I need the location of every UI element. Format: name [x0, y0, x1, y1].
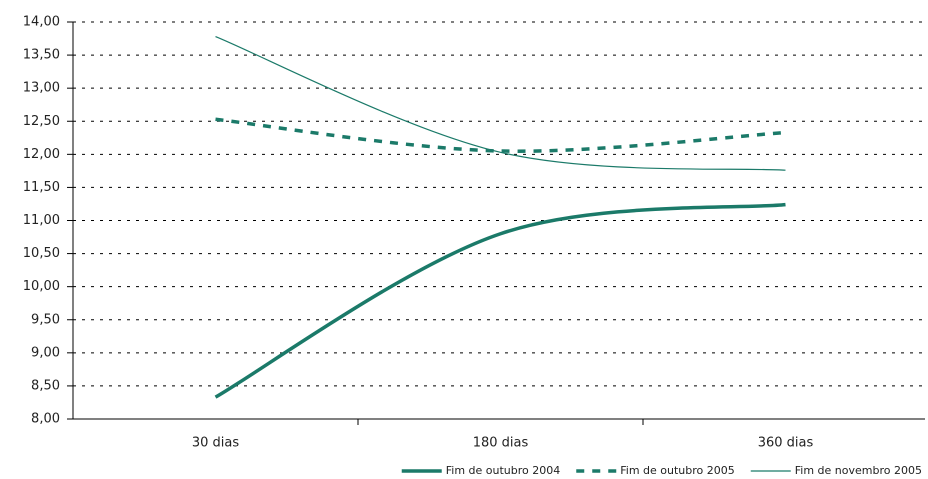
y-tick-label: 9,50	[31, 312, 60, 327]
y-tick-label: 11,00	[23, 213, 60, 228]
y-tick-label: 10,50	[23, 246, 60, 261]
y-tick-label: 12,50	[23, 114, 60, 129]
series-line	[215, 117, 786, 153]
y-tick-label: 8,50	[31, 378, 60, 393]
legend-label: Fim de outubro 2004	[446, 464, 561, 477]
y-tick-label: 13,00	[23, 81, 60, 96]
x-tick-label: 180 dias	[473, 436, 529, 451]
y-tick-label: 14,00	[23, 15, 60, 30]
y-tick-label: 13,50	[23, 48, 60, 63]
y-tick-label: 11,50	[23, 180, 60, 195]
y-tick-label: 12,00	[23, 147, 60, 162]
legend-label: Fim de novembro 2005	[795, 464, 922, 477]
legend: Fim de outubro 2004 Fim de outubro 2005 Fi…	[401, 464, 922, 477]
x-tick-label: 30 dias	[192, 436, 240, 451]
series-line	[214, 202, 786, 399]
x-tick-label: 360 dias	[758, 436, 814, 451]
series-line	[215, 36, 786, 171]
y-tick-label: 10,00	[23, 279, 60, 294]
y-tick-label: 8,00	[31, 412, 60, 427]
legend-label: Fim de outubro 2005	[620, 464, 735, 477]
y-tick-label: 9,00	[31, 345, 60, 360]
